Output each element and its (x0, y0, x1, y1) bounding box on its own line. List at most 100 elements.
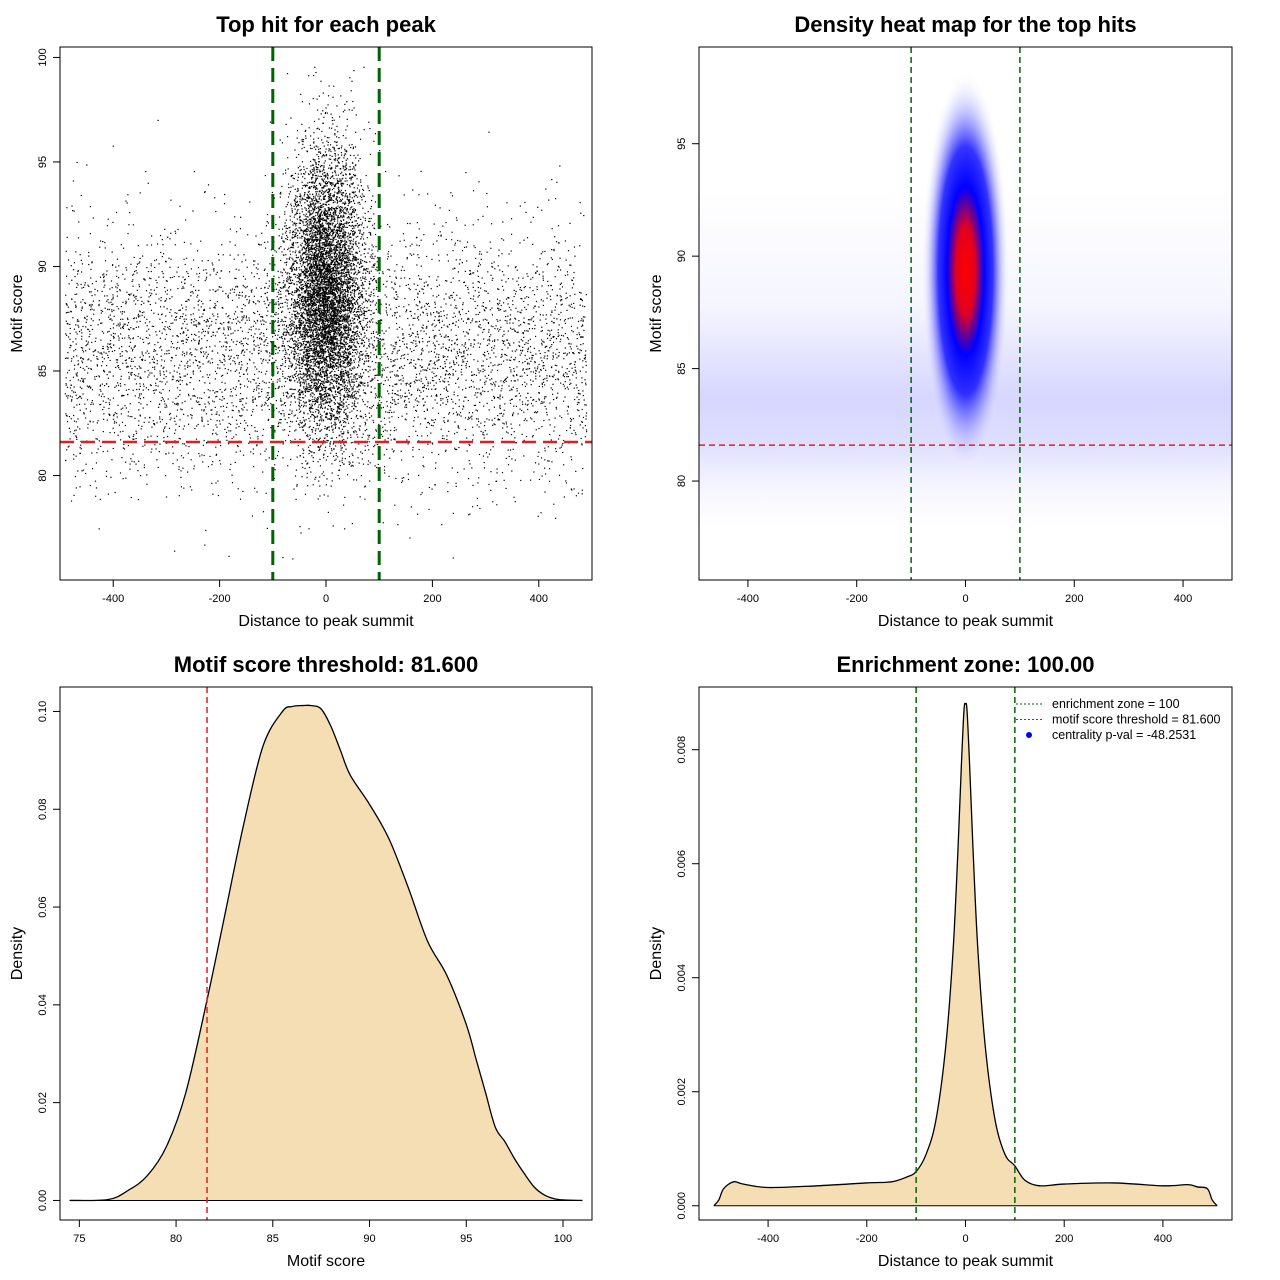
point (399, 285, 401, 287)
point (162, 398, 164, 400)
point (160, 355, 162, 357)
point (303, 376, 305, 378)
point (155, 350, 157, 352)
point (203, 409, 205, 411)
point (569, 424, 572, 427)
point (238, 269, 240, 271)
point (214, 378, 216, 380)
point (403, 269, 405, 272)
point (288, 333, 290, 335)
point (239, 383, 241, 385)
point (396, 298, 398, 300)
point (69, 438, 71, 440)
point (107, 398, 109, 400)
point (148, 301, 150, 303)
point (472, 426, 474, 428)
point (159, 418, 161, 420)
point (426, 409, 428, 411)
point (262, 511, 265, 513)
point (400, 450, 402, 452)
point (227, 416, 229, 418)
point (238, 425, 240, 428)
point (251, 515, 254, 517)
point (202, 313, 204, 315)
point (170, 322, 172, 325)
point (280, 413, 283, 415)
point (578, 415, 580, 417)
point (395, 322, 398, 325)
point (90, 291, 92, 293)
point (221, 346, 223, 348)
point (480, 327, 482, 329)
point (430, 395, 433, 397)
point (452, 360, 455, 362)
point (102, 409, 104, 411)
point (541, 330, 544, 332)
point (215, 304, 217, 306)
point (374, 368, 376, 370)
point (210, 335, 212, 338)
point (305, 460, 307, 462)
point (165, 453, 167, 455)
point (351, 402, 353, 404)
point (533, 471, 535, 473)
point (117, 284, 119, 287)
point (571, 279, 573, 281)
point (514, 437, 516, 439)
point (184, 279, 186, 281)
point (394, 383, 396, 385)
point (479, 401, 481, 403)
point (302, 452, 304, 454)
point (183, 425, 185, 427)
point (311, 429, 314, 431)
point (147, 182, 149, 184)
point (409, 310, 411, 313)
point (79, 386, 81, 388)
point (73, 368, 76, 370)
point (358, 364, 360, 366)
point (245, 342, 248, 345)
point (509, 389, 511, 392)
point (511, 470, 513, 472)
point (264, 340, 266, 342)
point (442, 355, 444, 357)
point (570, 348, 572, 350)
point (128, 329, 131, 331)
point (150, 384, 152, 387)
point (418, 245, 420, 247)
point (296, 343, 298, 345)
point (437, 276, 439, 278)
point (184, 282, 186, 284)
point (377, 295, 379, 298)
point (161, 255, 163, 258)
point (94, 350, 96, 352)
point (146, 474, 148, 476)
point (129, 463, 131, 465)
point (433, 336, 435, 338)
point (246, 367, 249, 369)
point (454, 267, 456, 269)
point (75, 373, 77, 375)
point (172, 378, 174, 381)
point (255, 389, 258, 391)
point (423, 404, 425, 406)
point (581, 382, 583, 384)
point (503, 360, 505, 362)
point (132, 317, 135, 320)
point (490, 247, 492, 249)
point (138, 316, 140, 318)
point (198, 452, 200, 455)
point (233, 313, 236, 315)
point (497, 419, 499, 421)
point (458, 405, 460, 408)
point (116, 287, 118, 289)
point (452, 407, 454, 410)
point (119, 324, 121, 326)
point (204, 382, 206, 384)
point (134, 303, 137, 305)
point (458, 310, 460, 312)
point (349, 276, 352, 278)
point (92, 403, 94, 405)
point (375, 268, 377, 271)
point (484, 355, 486, 357)
